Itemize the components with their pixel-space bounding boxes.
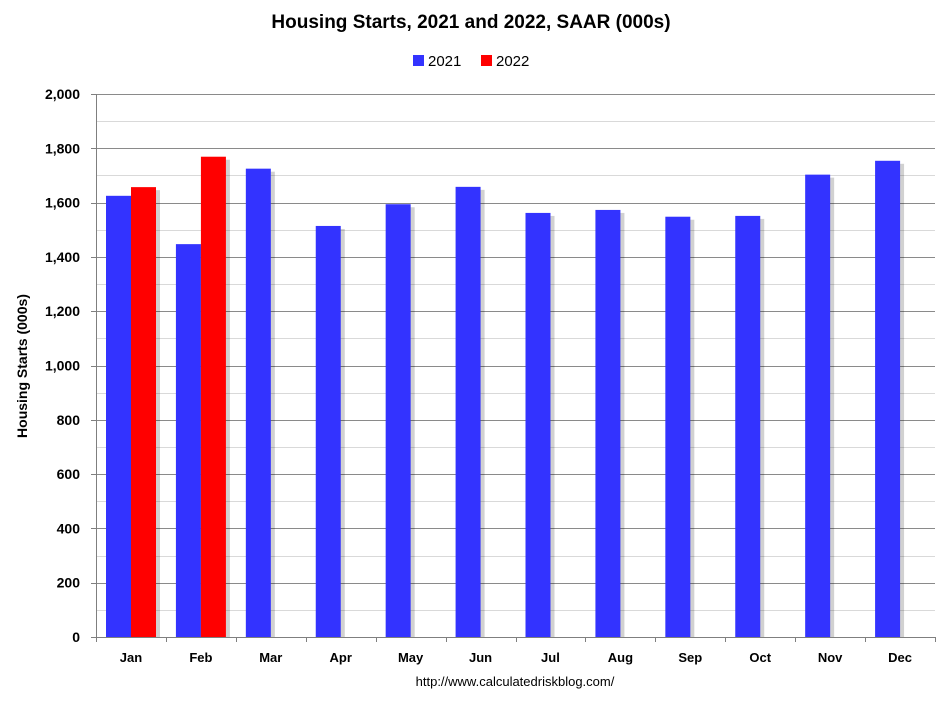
bar-2021-oct — [735, 215, 761, 637]
y-tick-label: 1,600 — [45, 195, 80, 211]
y-tick-label: 1,400 — [45, 249, 80, 265]
y-tick-label: 600 — [57, 466, 81, 482]
chart-title: Housing Starts, 2021 and 2022, SAAR (000… — [271, 12, 670, 33]
gridlines — [96, 94, 935, 611]
x-tick-labels: Jan Feb Mar Apr May Jun Jul Aug Sep Oct Nov Dec — [120, 650, 912, 665]
x-tick-label: May — [398, 650, 424, 665]
y-tick-label: 800 — [57, 412, 81, 428]
y-tick-label: 400 — [57, 520, 81, 536]
y-tick-label: 1,200 — [45, 303, 80, 319]
axes — [91, 94, 936, 642]
bar-2021-jan — [106, 195, 131, 637]
x-tick-label: Oct — [749, 650, 771, 665]
bar-2021-may — [385, 204, 411, 637]
bar-2021-jun — [455, 186, 481, 637]
bar-2021-aug — [595, 209, 621, 638]
x-tick-label: Dec — [888, 650, 912, 665]
bars — [106, 156, 905, 638]
legend-label-2022: 2022 — [496, 53, 529, 70]
y-tick-label: 0 — [72, 629, 80, 645]
bar-2021-jul — [525, 212, 551, 638]
x-tick-label: Jan — [120, 650, 142, 665]
source-url: http://www.calculatedriskblog.com/ — [416, 674, 615, 689]
x-tick-label: Sep — [678, 650, 702, 665]
y-tick-labels: 0 200 400 600 800 1,000 1,200 1,400 1,600 1,800 2,… — [45, 86, 80, 645]
bar-2021-apr — [315, 225, 341, 637]
legend: 2021 2022 — [413, 53, 529, 70]
y-axis-label: Housing Starts (000s) — [14, 294, 30, 438]
x-tick-label: Aug — [608, 650, 633, 665]
y-tick-label: 1,000 — [45, 358, 80, 374]
x-tick-label: Jul — [541, 650, 560, 665]
legend-swatch-2021 — [413, 55, 424, 66]
bar-2021-sep — [665, 216, 691, 637]
bar-2022-jan — [131, 187, 156, 637]
x-tick-label: Mar — [259, 650, 282, 665]
bar-2021-nov — [805, 174, 831, 637]
x-tick-label: Jun — [469, 650, 492, 665]
bar-2021-mar — [245, 168, 271, 637]
x-tick-label: Nov — [818, 650, 843, 665]
x-tick-label: Feb — [189, 650, 212, 665]
bar-2022-feb — [200, 156, 226, 638]
y-tick-label: 2,000 — [45, 86, 80, 102]
y-tick-label: 200 — [57, 575, 81, 591]
legend-label-2021: 2021 — [428, 53, 461, 70]
y-tick-label: 1,800 — [45, 140, 80, 156]
bar-2021-dec — [875, 160, 901, 637]
legend-swatch-2022 — [481, 55, 492, 66]
bar-2021-feb — [175, 244, 201, 637]
x-tick-label: Apr — [330, 650, 352, 665]
